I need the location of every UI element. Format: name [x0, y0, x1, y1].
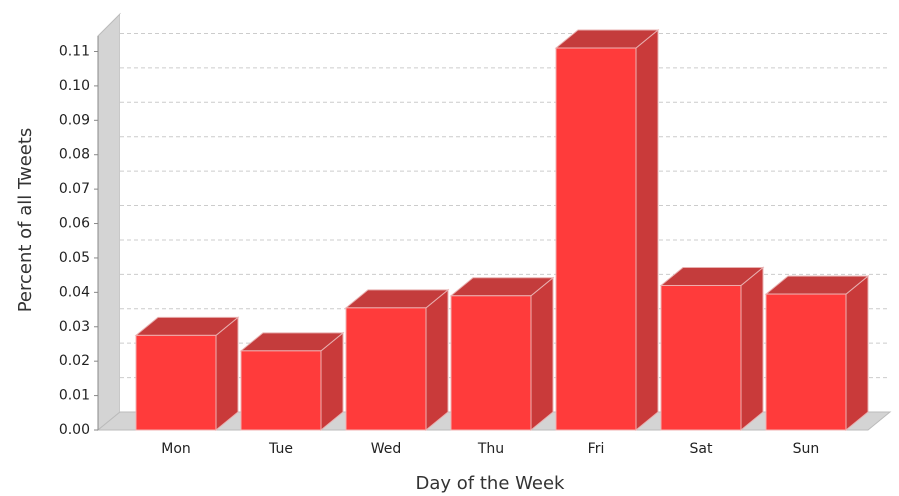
bar-front	[450, 295, 532, 431]
left-wall	[97, 12, 121, 432]
bar	[239, 331, 345, 432]
x-tick-label: Wed	[371, 441, 402, 457]
y-tick-label: 0.01	[59, 388, 90, 404]
x-tick-label: Sun	[793, 441, 820, 457]
y-tick-label: 0.02	[59, 353, 90, 369]
bar-front	[765, 293, 847, 431]
bar	[449, 276, 555, 432]
x-tick-label: Fri	[588, 441, 605, 457]
x-tick-label: Tue	[268, 441, 293, 457]
bar-side	[425, 288, 449, 432]
y-tick-label: 0.06	[59, 216, 90, 232]
y-tick-label: 0.07	[59, 181, 90, 197]
bar-front	[240, 350, 322, 431]
y-tick-label: 0.09	[59, 112, 90, 128]
y-tick-label: 0.04	[59, 284, 90, 300]
bar-side	[215, 316, 239, 432]
x-tick-label: Thu	[477, 441, 504, 457]
x-axis-title: Day of the Week	[416, 473, 565, 494]
bar-front	[345, 307, 427, 431]
bar-front	[660, 284, 742, 431]
y-tick-label: 0.11	[59, 43, 90, 59]
bar	[134, 316, 240, 432]
bar-side	[530, 276, 554, 432]
x-tick-label: Mon	[161, 441, 191, 457]
bar-front	[555, 47, 637, 431]
bar-front	[135, 334, 217, 431]
x-tick-label: Sat	[690, 441, 713, 457]
y-tick-label: 0.10	[59, 78, 90, 94]
y-tick-label: 0.05	[59, 250, 90, 266]
bar	[554, 28, 660, 432]
y-tick-label: 0.03	[59, 319, 90, 335]
bar-side	[635, 28, 659, 432]
y-axis-title: Percent of all Tweets	[15, 128, 36, 313]
bar-side	[845, 275, 869, 432]
bar	[659, 266, 765, 432]
bar-side	[740, 266, 764, 432]
y-tick-label: 0.08	[59, 147, 90, 163]
bar	[344, 288, 450, 432]
y-tick-label: 0.00	[59, 422, 90, 438]
bar	[764, 275, 870, 432]
